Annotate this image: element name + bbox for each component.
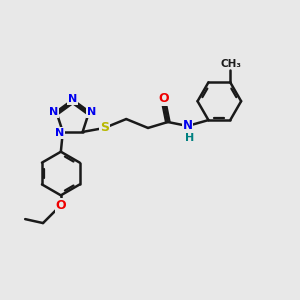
Text: N: N [183, 119, 193, 133]
Text: N: N [49, 107, 58, 117]
Text: CH₃: CH₃ [221, 59, 242, 70]
Text: H: H [185, 133, 194, 143]
Text: N: N [87, 107, 96, 117]
Text: N: N [55, 128, 64, 138]
Text: N: N [68, 94, 77, 104]
Text: S: S [100, 122, 109, 134]
Text: O: O [159, 92, 169, 105]
Text: O: O [56, 199, 66, 212]
